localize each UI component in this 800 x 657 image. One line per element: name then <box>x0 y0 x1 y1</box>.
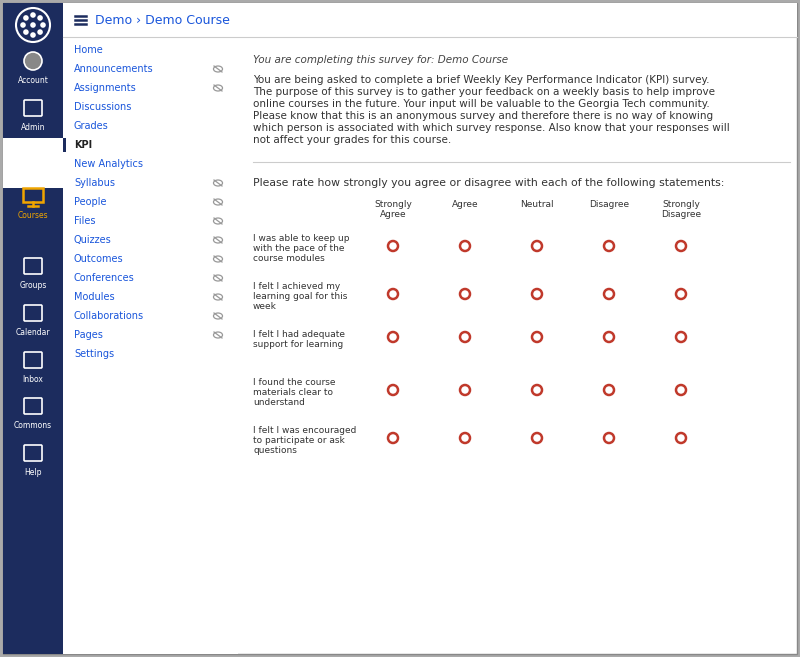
Text: People: People <box>74 197 106 207</box>
Text: support for learning: support for learning <box>253 340 343 349</box>
Text: learning goal for this: learning goal for this <box>253 292 347 301</box>
Text: Admin: Admin <box>21 123 46 132</box>
Text: I found the course: I found the course <box>253 378 335 387</box>
FancyBboxPatch shape <box>3 3 797 654</box>
Text: materials clear to: materials clear to <box>253 388 333 397</box>
Circle shape <box>23 15 29 21</box>
Circle shape <box>676 332 686 342</box>
Text: Please know that this is an anonymous survey and therefore there is no way of kn: Please know that this is an anonymous su… <box>253 111 713 121</box>
Text: which person is associated with which survey response. Also know that your respo: which person is associated with which su… <box>253 123 730 133</box>
Circle shape <box>460 241 470 251</box>
Circle shape <box>532 332 542 342</box>
Text: not affect your grades for this course.: not affect your grades for this course. <box>253 135 451 145</box>
Circle shape <box>604 332 614 342</box>
Text: Collaborations: Collaborations <box>74 311 144 321</box>
Text: Groups: Groups <box>19 281 46 290</box>
Text: Outcomes: Outcomes <box>74 254 124 264</box>
Text: Help: Help <box>24 468 42 477</box>
Text: I was able to keep up: I was able to keep up <box>253 234 350 243</box>
Circle shape <box>532 385 542 395</box>
Text: Strongly
Disagree: Strongly Disagree <box>661 200 701 219</box>
Text: understand: understand <box>253 398 305 407</box>
Text: Commons: Commons <box>14 421 52 430</box>
Circle shape <box>388 241 398 251</box>
Circle shape <box>23 30 29 35</box>
Text: Quizzes: Quizzes <box>74 235 112 245</box>
Text: questions: questions <box>253 446 297 455</box>
Text: Pages: Pages <box>74 330 103 340</box>
Text: KPI: KPI <box>74 140 92 150</box>
Text: Discussions: Discussions <box>74 102 131 112</box>
Text: Courses: Courses <box>18 211 48 220</box>
Circle shape <box>604 289 614 299</box>
Circle shape <box>16 8 50 42</box>
Circle shape <box>676 241 686 251</box>
Text: Settings: Settings <box>74 349 114 359</box>
Circle shape <box>30 12 36 18</box>
FancyBboxPatch shape <box>63 37 238 654</box>
Text: Grades: Grades <box>74 121 109 131</box>
Circle shape <box>20 22 26 28</box>
Text: to participate or ask: to participate or ask <box>253 436 345 445</box>
Text: Calendar: Calendar <box>16 328 50 337</box>
Text: Conferences: Conferences <box>74 273 134 283</box>
Text: Files: Files <box>74 216 95 226</box>
Text: Agree: Agree <box>452 200 478 209</box>
Text: Inbox: Inbox <box>22 375 43 384</box>
Circle shape <box>676 289 686 299</box>
Text: You are being asked to complete a brief Weekly Key Performance Indicator (KPI) s: You are being asked to complete a brief … <box>253 75 710 85</box>
Circle shape <box>40 22 46 28</box>
Circle shape <box>532 289 542 299</box>
Text: Modules: Modules <box>74 292 114 302</box>
Text: Please rate how strongly you agree or disagree with each of the following statem: Please rate how strongly you agree or di… <box>253 178 724 188</box>
Text: course modules: course modules <box>253 254 325 263</box>
Text: Home: Home <box>74 45 102 55</box>
Circle shape <box>604 241 614 251</box>
Circle shape <box>30 32 36 38</box>
Circle shape <box>24 52 42 70</box>
Text: Assignments: Assignments <box>74 83 137 93</box>
Text: I felt I had adequate: I felt I had adequate <box>253 330 345 339</box>
Circle shape <box>38 30 43 35</box>
Circle shape <box>460 433 470 443</box>
Text: with the pace of the: with the pace of the <box>253 244 345 253</box>
Text: Demo › Demo Course: Demo › Demo Course <box>95 14 230 26</box>
Circle shape <box>30 22 36 28</box>
Text: You are completing this survey for: Demo Course: You are completing this survey for: Demo… <box>253 55 508 65</box>
Circle shape <box>460 385 470 395</box>
Text: week: week <box>253 302 277 311</box>
Text: The purpose of this survey is to gather your feedback on a weekly basis to help : The purpose of this survey is to gather … <box>253 87 715 97</box>
Circle shape <box>604 385 614 395</box>
Text: Strongly
Agree: Strongly Agree <box>374 200 412 219</box>
Circle shape <box>676 385 686 395</box>
FancyBboxPatch shape <box>3 3 63 654</box>
Circle shape <box>388 289 398 299</box>
Circle shape <box>38 15 43 21</box>
Text: Disagree: Disagree <box>589 200 629 209</box>
Text: New Analytics: New Analytics <box>74 159 143 169</box>
Circle shape <box>532 433 542 443</box>
Circle shape <box>460 289 470 299</box>
Text: Neutral: Neutral <box>520 200 554 209</box>
Circle shape <box>532 241 542 251</box>
Text: I felt I was encouraged: I felt I was encouraged <box>253 426 356 435</box>
Text: Account: Account <box>18 76 49 85</box>
Circle shape <box>388 433 398 443</box>
FancyBboxPatch shape <box>63 3 797 37</box>
Circle shape <box>676 433 686 443</box>
Text: Syllabus: Syllabus <box>74 178 115 188</box>
Circle shape <box>388 385 398 395</box>
Text: Dashboard: Dashboard <box>12 169 54 178</box>
FancyBboxPatch shape <box>63 138 66 152</box>
Circle shape <box>388 332 398 342</box>
Text: I felt I achieved my: I felt I achieved my <box>253 282 340 291</box>
Circle shape <box>460 332 470 342</box>
Circle shape <box>604 433 614 443</box>
Text: Announcements: Announcements <box>74 64 154 74</box>
FancyBboxPatch shape <box>3 138 63 188</box>
Text: online courses in the future. Your input will be valuable to the Georgia Tech co: online courses in the future. Your input… <box>253 99 710 109</box>
